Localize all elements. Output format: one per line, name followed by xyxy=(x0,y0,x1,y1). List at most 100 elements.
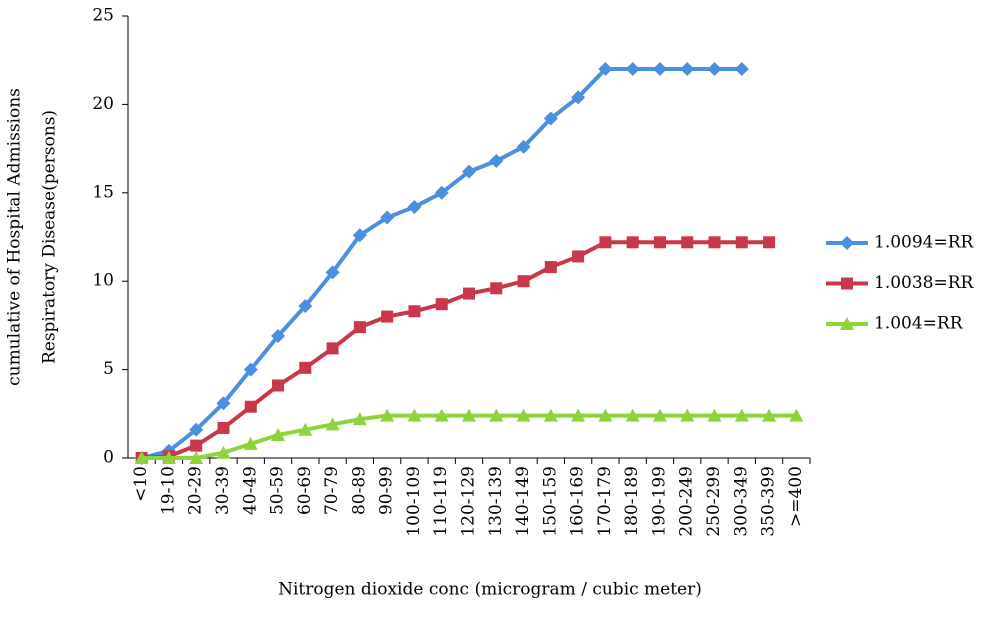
marker xyxy=(352,228,367,243)
marker xyxy=(435,298,448,311)
y-tick-label: 5 xyxy=(103,359,114,379)
marker xyxy=(489,408,504,422)
x-tick-label: >=400 xyxy=(786,466,806,527)
marker xyxy=(516,408,531,422)
marker xyxy=(216,445,231,459)
marker xyxy=(681,236,694,249)
marker xyxy=(653,236,666,249)
marker xyxy=(543,111,558,126)
marker xyxy=(599,236,612,249)
x-tick-label: 40-49 xyxy=(240,466,260,515)
marker xyxy=(189,451,204,464)
x-axis-title: Nitrogen dioxide conc (microgram / cubic… xyxy=(278,580,702,600)
marker xyxy=(189,422,204,437)
marker xyxy=(244,400,257,413)
marker xyxy=(571,90,586,105)
x-tick-label: 30-39 xyxy=(213,466,233,515)
legend-marker xyxy=(840,317,854,330)
marker xyxy=(707,62,722,77)
legend-label: 1.004=RR xyxy=(874,314,964,334)
x-tick-label: 50-59 xyxy=(268,466,288,515)
y-tick-label: 15 xyxy=(92,182,114,202)
marker xyxy=(216,396,231,411)
series-line xyxy=(141,240,770,460)
marker xyxy=(543,408,558,422)
marker xyxy=(434,185,449,200)
marker xyxy=(463,287,475,300)
marker xyxy=(625,408,640,422)
marker xyxy=(734,62,749,77)
y-tick-label: 25 xyxy=(92,6,114,26)
marker xyxy=(407,408,422,422)
marker xyxy=(243,362,258,377)
x-tick-label: <10 xyxy=(131,466,151,502)
marker xyxy=(161,451,176,464)
marker xyxy=(763,236,776,249)
marker xyxy=(789,408,804,422)
marker xyxy=(490,282,503,295)
y-tick-label: 10 xyxy=(92,271,114,291)
marker xyxy=(572,250,585,263)
x-tick-label: 160-169 xyxy=(568,466,588,537)
marker xyxy=(762,408,777,422)
x-tick-label: 20-29 xyxy=(186,466,206,515)
x-tick-label: 140-149 xyxy=(513,466,533,537)
x-tick-label: 180-189 xyxy=(622,466,642,537)
y-axis-title: cumulative of Hospital Admissions xyxy=(5,88,25,386)
marker xyxy=(272,379,285,392)
marker xyxy=(271,329,286,344)
x-tick-label: 300-349 xyxy=(731,466,751,537)
marker xyxy=(408,305,421,318)
marker xyxy=(626,236,639,249)
legend-label: 1.0038=RR xyxy=(874,273,975,293)
marker xyxy=(516,139,531,154)
marker xyxy=(462,408,476,422)
marker xyxy=(434,408,449,422)
y-axis-title: Respiratory Disease(persons) xyxy=(40,110,60,364)
legend-marker xyxy=(841,277,853,290)
marker xyxy=(134,451,149,464)
series-line xyxy=(141,67,742,460)
x-tick-label: 70-79 xyxy=(322,466,342,515)
marker xyxy=(708,236,721,249)
x-tick-label: 19-10 xyxy=(158,466,178,515)
marker xyxy=(407,199,422,214)
marker xyxy=(489,153,504,168)
marker xyxy=(625,62,640,77)
marker xyxy=(652,408,667,422)
marker xyxy=(243,436,258,450)
x-tick-label: 120-129 xyxy=(459,466,479,537)
x-tick-label: 100-109 xyxy=(404,466,424,537)
legend-label: 1.0094=RR xyxy=(874,233,975,253)
marker xyxy=(680,408,695,422)
marker xyxy=(217,421,230,434)
x-tick-label: 250-299 xyxy=(704,466,724,537)
marker xyxy=(299,361,312,374)
marker xyxy=(735,236,748,249)
x-tick-label: 170-179 xyxy=(595,466,615,537)
y-tick-label: 0 xyxy=(103,448,114,468)
marker xyxy=(325,265,340,280)
marker xyxy=(326,342,339,355)
x-tick-label: 200-249 xyxy=(677,466,697,537)
marker xyxy=(325,417,340,431)
marker xyxy=(353,321,366,334)
x-tick-label: 60-69 xyxy=(295,466,315,515)
marker xyxy=(380,210,395,225)
marker xyxy=(734,408,749,422)
marker xyxy=(598,408,613,422)
series-line xyxy=(141,413,797,460)
y-tick-label: 20 xyxy=(92,94,114,114)
x-tick-label: 350-399 xyxy=(759,466,779,537)
marker xyxy=(462,164,476,179)
marker xyxy=(298,298,313,313)
x-tick-label: 130-139 xyxy=(486,466,506,537)
marker xyxy=(707,408,722,422)
x-tick-label: 90-99 xyxy=(377,466,397,515)
marker xyxy=(298,422,313,436)
marker xyxy=(380,408,395,422)
legend-marker xyxy=(840,236,854,250)
marker xyxy=(271,428,286,442)
